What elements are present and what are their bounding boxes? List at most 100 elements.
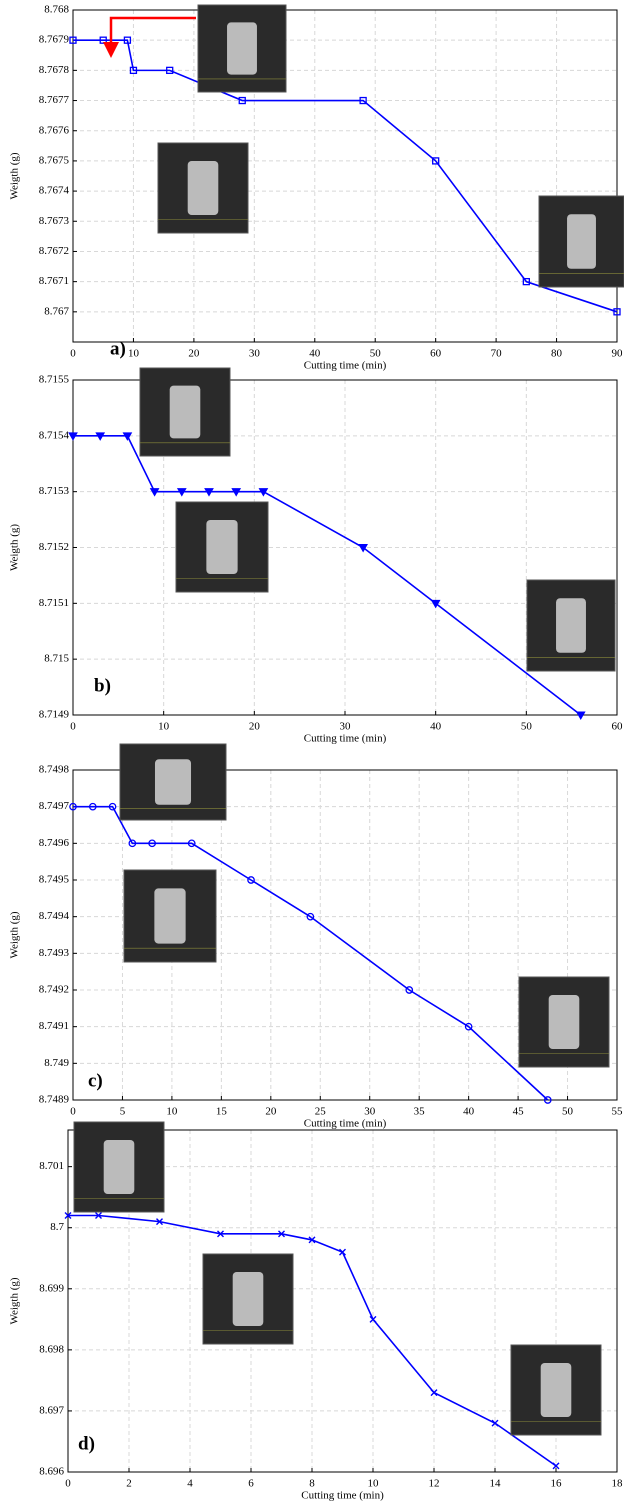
x-axis-label: Cutting time (min)	[301, 1490, 384, 1502]
x-tick-label: 4	[187, 1478, 193, 1490]
x-tick-label: 8	[309, 1478, 315, 1490]
marker	[129, 66, 138, 75]
x-tick-label: 0	[65, 1478, 71, 1490]
y-axis-label: Weigth (g)	[9, 911, 21, 958]
panel: 8.7489 8.749 8.7491 8.7492 8.7493 8.7494 8.749…	[9, 743, 624, 1130]
y-axis-label: Weigth (g)	[9, 1277, 21, 1324]
marker	[278, 1230, 285, 1238]
x-tick-label: 60	[430, 348, 442, 360]
axes-frame	[72, 379, 618, 716]
inset-image-detail	[169, 385, 201, 439]
x-tick-label: 30	[364, 1106, 376, 1118]
x-tick-label: 40	[309, 348, 321, 360]
panel: 8.767 8.7671 8.7672 8.7673 8.7674 8.7675 8.767…	[9, 4, 624, 372]
marker	[522, 277, 530, 286]
marker	[238, 96, 246, 105]
x-axis-label: Cutting time (min)	[304, 1118, 387, 1130]
y-tick-label: 8.698	[39, 1343, 64, 1355]
marker	[122, 432, 133, 441]
inset-image-detail	[556, 598, 586, 653]
x-tick-label: 50	[521, 721, 533, 733]
x-tick-label: 10	[368, 1478, 380, 1490]
y-tick-label: 8.7496	[39, 837, 70, 849]
panel-label: b)	[94, 675, 111, 696]
marker	[543, 1096, 552, 1104]
marker	[613, 308, 621, 316]
y-tick-label: 8.696	[39, 1466, 64, 1478]
marker	[358, 544, 368, 553]
panel-label: d)	[78, 1433, 95, 1454]
x-tick-label: 40	[463, 1106, 475, 1118]
inset-image-detail	[187, 161, 219, 215]
x-axis-label: Cutting time (min)	[304, 360, 387, 372]
marker	[430, 599, 441, 609]
marker	[575, 711, 586, 721]
marker	[231, 488, 242, 497]
inset-image-detail	[232, 1272, 264, 1326]
marker	[156, 1218, 163, 1226]
y-tick-label: 8.7493	[39, 947, 70, 959]
y-axis-label: Weigth (g)	[9, 152, 21, 199]
y-tick-label: 8.7677	[39, 94, 70, 106]
y-tick-label: 8.7675	[39, 154, 70, 166]
marker	[369, 1315, 377, 1323]
marker	[176, 488, 187, 497]
marker	[95, 1212, 102, 1219]
axes-frame	[67, 1129, 618, 1473]
inset-image-detail	[206, 520, 238, 574]
marker	[64, 1212, 72, 1219]
marker	[128, 839, 137, 848]
panel: 8.696 8.697 8.698 8.699 8.7 8.701 0 2 4 6 8 10 12 14 1…	[9, 1121, 624, 1502]
inset-image-detail	[567, 214, 596, 269]
marker	[491, 1419, 499, 1427]
arrow-head	[103, 42, 119, 58]
marker	[258, 488, 269, 497]
marker	[306, 912, 315, 921]
x-tick-label: 10	[128, 348, 140, 360]
y-tick-label: 8.697	[39, 1404, 64, 1416]
x-tick-label: 10	[166, 1106, 178, 1118]
axes-frame	[72, 9, 618, 343]
x-tick-label: 18	[612, 1478, 624, 1490]
x-tick-label: 30	[249, 348, 261, 360]
marker	[123, 36, 132, 44]
y-tick-label: 8.7495	[39, 874, 70, 886]
y-tick-label: 8.7497	[39, 800, 70, 812]
x-tick-label: 10	[158, 721, 170, 733]
x-tick-label: 15	[216, 1106, 228, 1118]
x-tick-label: 50	[370, 348, 382, 360]
y-tick-label: 8.715	[44, 653, 69, 665]
marker	[552, 1462, 560, 1470]
inset-image-detail	[154, 888, 186, 944]
marker	[69, 36, 77, 44]
inset-image-detail	[154, 759, 192, 805]
x-tick-label: 55	[612, 1106, 624, 1118]
x-tick-label: 90	[612, 348, 624, 360]
y-tick-label: 8.7491	[39, 1020, 69, 1032]
x-tick-label: 12	[429, 1478, 440, 1490]
inset-image-detail	[548, 995, 580, 1049]
panel: 8.7149 8.715 8.7151 8.7152 8.7153 8.7154 8.715…	[9, 367, 624, 745]
x-tick-label: 0	[70, 721, 76, 733]
y-tick-label: 8.7673	[39, 215, 70, 227]
x-tick-label: 25	[315, 1106, 327, 1118]
x-tick-label: 80	[551, 348, 563, 360]
y-tick-label: 8.7153	[39, 485, 70, 497]
y-tick-label: 8.701	[39, 1160, 64, 1172]
x-tick-label: 16	[551, 1478, 563, 1490]
y-tick-label: 8.699	[39, 1282, 64, 1294]
y-tick-label: 8.749	[44, 1057, 69, 1069]
axes-frame	[72, 769, 618, 1101]
x-tick-label: 35	[414, 1106, 426, 1118]
x-axis-label: Cutting time (min)	[304, 733, 387, 745]
marker	[69, 802, 77, 811]
x-tick-label: 60	[612, 721, 624, 733]
inset-image-detail	[227, 22, 257, 75]
y-tick-label: 8.7155	[39, 374, 70, 386]
y-tick-label: 8.7149	[39, 709, 70, 721]
arrow	[109, 16, 196, 42]
inset-image-detail	[540, 1363, 572, 1417]
y-tick-label: 8.7671	[39, 275, 69, 287]
x-tick-label: 50	[562, 1106, 574, 1118]
